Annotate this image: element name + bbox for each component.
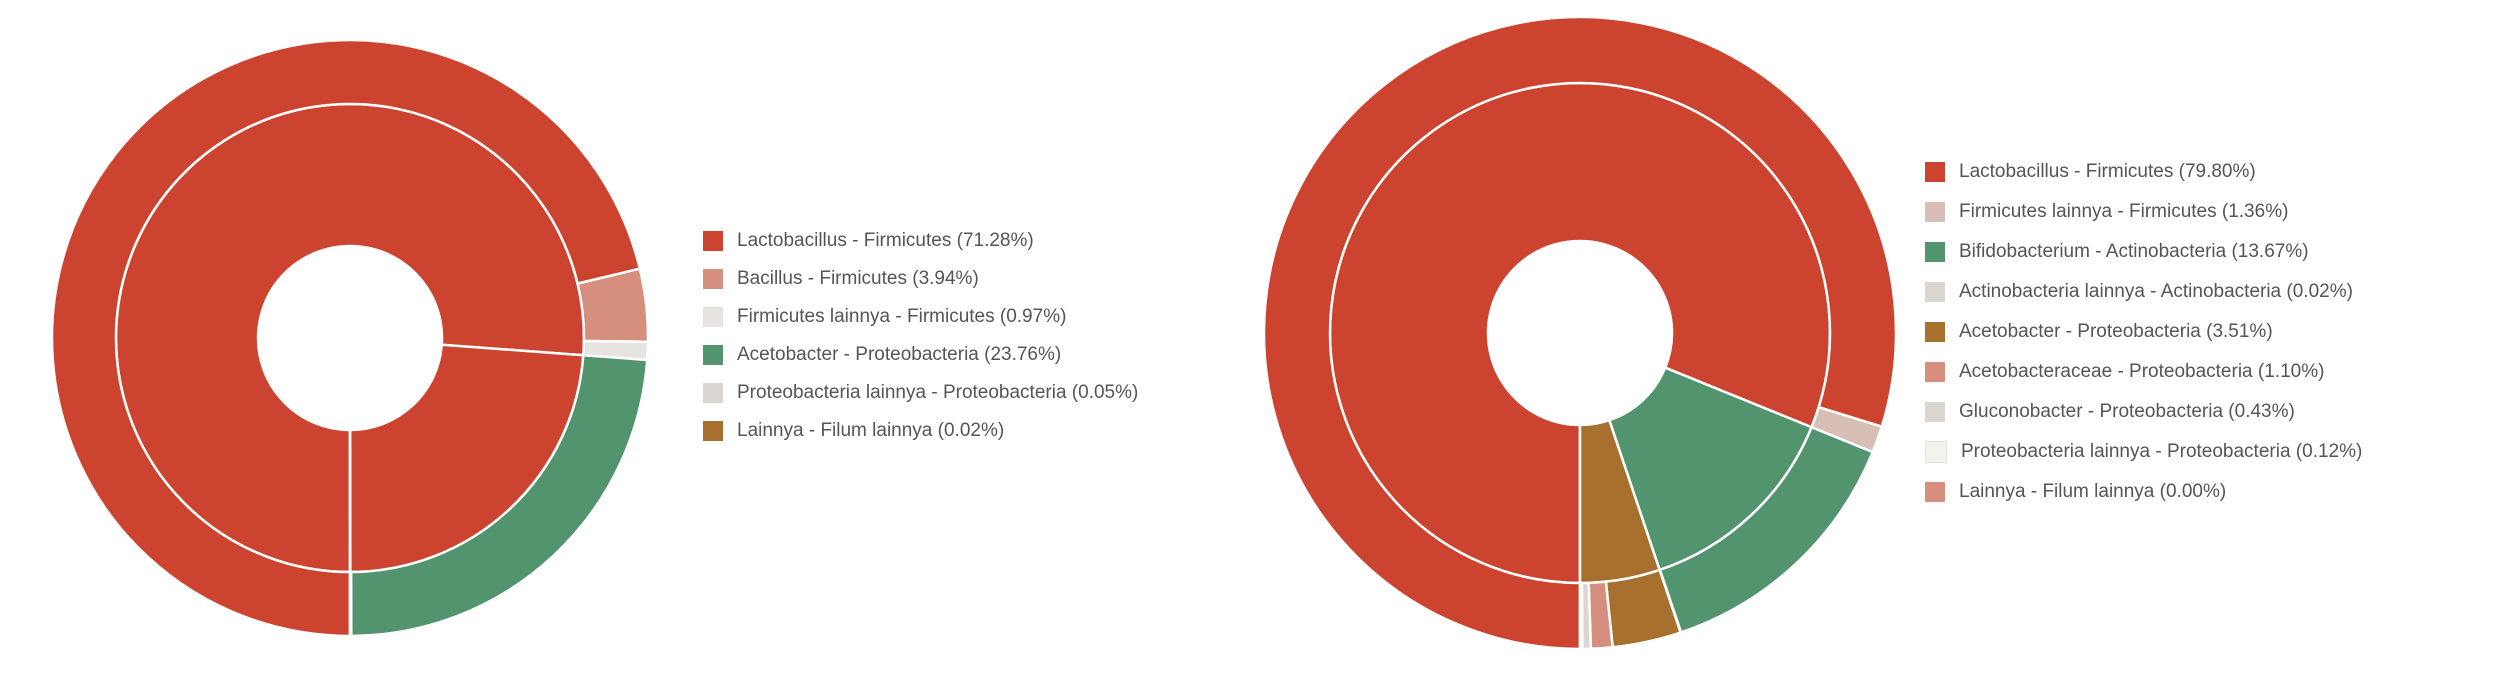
legend-item[interactable]: Bacillus - Firmicutes (3.94%) xyxy=(703,260,1138,298)
legend-label: Firmicutes lainnya - Firmicutes (1.36%) xyxy=(1959,201,2289,222)
legend-swatch xyxy=(703,383,723,403)
legend-label: Gluconobacter - Proteobacteria (0.43%) xyxy=(1959,401,2295,422)
legend-label: Lactobacillus - Firmicutes (71.28%) xyxy=(737,230,1034,251)
legend-item[interactable]: Firmicutes lainnya - Firmicutes (1.36%) xyxy=(1925,192,2362,232)
legend-label: Lainnya - Filum lainnya (0.02%) xyxy=(737,420,1005,441)
legend-item[interactable]: Lactobacillus - Firmicutes (79.80%) xyxy=(1925,152,2362,192)
chart-1-outer-segment-1[interactable] xyxy=(50,38,642,638)
legend-swatch xyxy=(703,231,723,251)
legend-swatch xyxy=(1925,282,1945,302)
chart-2-outer-segment-8[interactable] xyxy=(1578,581,1584,651)
legend-label: Lainnya - Filum lainnya (0.00%) xyxy=(1959,481,2227,502)
legend-item[interactable]: Firmicutes lainnya - Firmicutes (0.97%) xyxy=(703,298,1138,336)
legend-swatch xyxy=(1925,322,1945,342)
legend-item[interactable]: Lactobacillus - Firmicutes (71.28%) xyxy=(703,222,1138,260)
legend-item[interactable]: Acetobacter - Proteobacteria (23.76%) xyxy=(703,336,1138,374)
legend-label: Proteobacteria lainnya - Proteobacteria … xyxy=(1961,441,2363,462)
legend-swatch xyxy=(1925,242,1945,262)
legend-swatch xyxy=(703,345,723,365)
legend-label: Lactobacillus - Firmicutes (79.80%) xyxy=(1959,161,2256,182)
legend-item[interactable]: Lainnya - Filum lainnya (0.00%) xyxy=(1925,472,2362,512)
legend-swatch xyxy=(1925,482,1945,502)
legend-label: Acetobacter - Proteobacteria (3.51%) xyxy=(1959,321,2273,342)
legend-item[interactable]: Bifidobacterium - Actinobacteria (13.67%… xyxy=(1925,232,2362,272)
legend-item[interactable]: Proteobacteria lainnya - Proteobacteria … xyxy=(1925,432,2362,472)
legend-item[interactable]: Acetobacteraceae - Proteobacteria (1.10%… xyxy=(1925,352,2362,392)
legend-chart-2: Lactobacillus - Firmicutes (79.80%) Firmi… xyxy=(1925,152,2362,512)
legend-swatch xyxy=(703,307,723,327)
legend-item[interactable]: Proteobacteria lainnya - Proteobacteria … xyxy=(703,374,1138,412)
chart-2-outer-segment-1[interactable] xyxy=(1262,15,1898,651)
legend-swatch xyxy=(703,421,723,441)
legend-label: Actinobacteria lainnya - Actinobacteria … xyxy=(1959,281,2353,302)
legend-item[interactable]: Acetobacter - Proteobacteria (3.51%) xyxy=(1925,312,2362,352)
legend-item[interactable]: Lainnya - Filum lainnya (0.02%) xyxy=(703,412,1138,450)
legend-swatch xyxy=(1925,162,1945,182)
legend-label: Firmicutes lainnya - Firmicutes (0.97%) xyxy=(737,306,1067,327)
legend-label: Bifidobacterium - Actinobacteria (13.67%… xyxy=(1959,241,2309,262)
legend-label: Proteobacteria lainnya - Proteobacteria … xyxy=(737,382,1139,403)
legend-swatch xyxy=(703,269,723,289)
legend-chart-1: Lactobacillus - Firmicutes (71.28%) Bacil… xyxy=(703,222,1138,450)
legend-swatch xyxy=(1925,202,1945,222)
legend-swatch xyxy=(1925,402,1945,422)
legend-swatch xyxy=(1925,362,1945,382)
legend-label: Bacillus - Firmicutes (3.94%) xyxy=(737,268,979,289)
legend-label: Acetobacter - Proteobacteria (23.76%) xyxy=(737,344,1062,365)
legend-swatch xyxy=(1925,441,1947,463)
legend-label: Acetobacteraceae - Proteobacteria (1.10%… xyxy=(1959,361,2325,382)
legend-item[interactable]: Actinobacteria lainnya - Actinobacteria … xyxy=(1925,272,2362,312)
legend-item[interactable]: Gluconobacter - Proteobacteria (0.43%) xyxy=(1925,392,2362,432)
